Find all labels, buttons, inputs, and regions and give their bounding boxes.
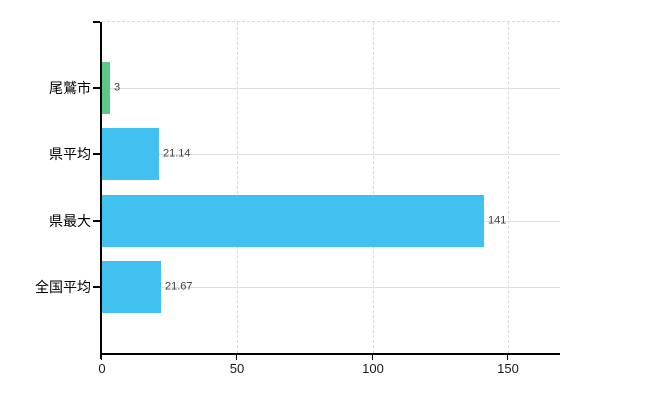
x-axis-tick-label: 0 <box>98 361 106 376</box>
category-tick <box>93 153 100 155</box>
bar <box>102 261 161 313</box>
plot-top-border <box>102 21 560 22</box>
category-gridline <box>102 88 560 89</box>
y-axis-line <box>100 22 102 359</box>
x-axis-tick-label: 150 <box>497 361 519 376</box>
category-tick <box>93 87 100 89</box>
x-gridline <box>508 22 510 353</box>
bar <box>102 128 159 180</box>
x-axis-tick-label: 50 <box>229 361 245 376</box>
category-label: 県平均 <box>49 146 91 162</box>
category-tick <box>93 220 100 222</box>
category-tick <box>93 286 100 288</box>
x-axis-tick <box>101 355 102 360</box>
bar-value-label: 141 <box>488 214 507 227</box>
x-axis-line <box>100 353 560 355</box>
y-axis-end-tick <box>93 21 100 23</box>
bar <box>102 195 484 247</box>
x-axis-tick <box>236 355 237 360</box>
bar <box>102 62 110 114</box>
bar-value-label: 21.14 <box>163 147 191 160</box>
bar-value-label: 21.67 <box>165 280 193 293</box>
x-axis-tick-label: 100 <box>362 361 384 376</box>
x-gridline <box>237 22 239 353</box>
category-gridline <box>102 154 560 155</box>
x-gridline <box>372 22 374 353</box>
category-label: 全国平均 <box>35 279 91 295</box>
bar-value-label: 3 <box>114 81 121 94</box>
x-axis-tick <box>372 355 373 360</box>
category-label: 県最大 <box>49 213 91 229</box>
x-axis-tick <box>507 355 508 360</box>
category-label: 尾鷲市 <box>49 80 91 96</box>
category-gridline <box>102 287 560 288</box>
